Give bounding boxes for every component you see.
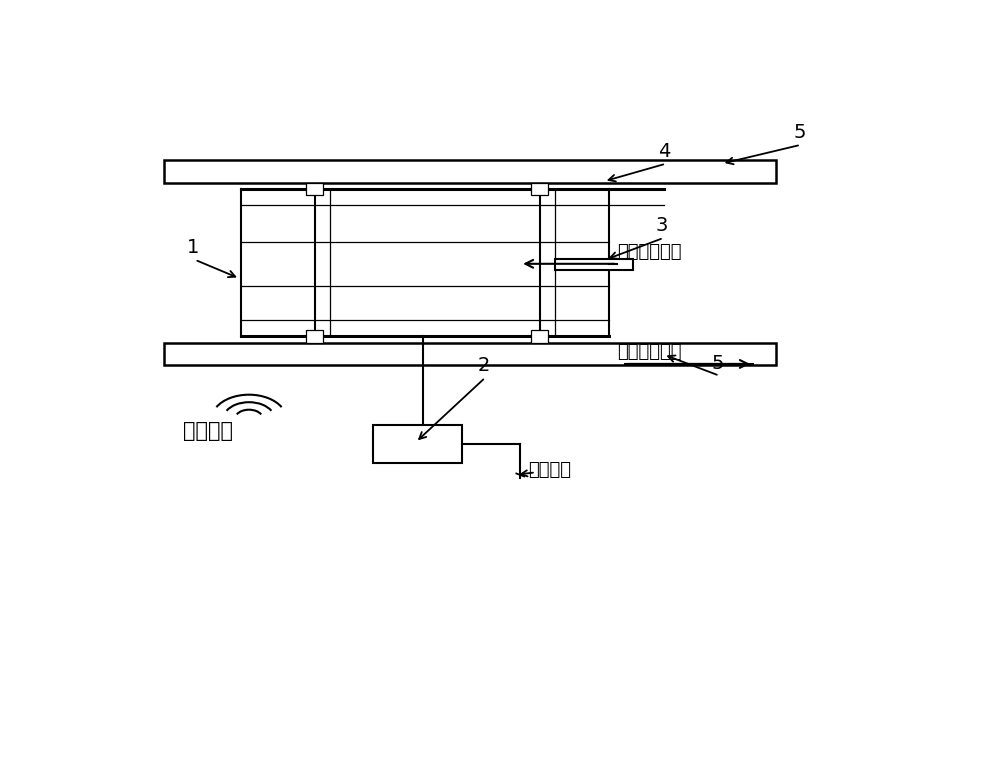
Bar — [164, 343, 776, 365]
Bar — [531, 183, 548, 196]
Text: 2: 2 — [478, 356, 490, 375]
Bar — [164, 160, 776, 183]
Bar — [306, 183, 323, 196]
Bar — [373, 425, 462, 463]
Text: 无线传输: 无线传输 — [183, 421, 233, 441]
Text: 车辆回弹方向: 车辆回弹方向 — [617, 343, 682, 361]
Text: 4: 4 — [658, 142, 671, 161]
Text: 车辆运行方向: 车辆运行方向 — [617, 243, 682, 261]
Text: 5: 5 — [793, 123, 806, 142]
Bar — [531, 330, 548, 343]
Text: 3: 3 — [656, 216, 668, 235]
Bar — [306, 330, 323, 343]
Text: 5: 5 — [712, 353, 724, 373]
Bar — [555, 259, 633, 270]
Text: 1: 1 — [187, 238, 199, 257]
Text: 触发信号: 触发信号 — [528, 461, 571, 480]
